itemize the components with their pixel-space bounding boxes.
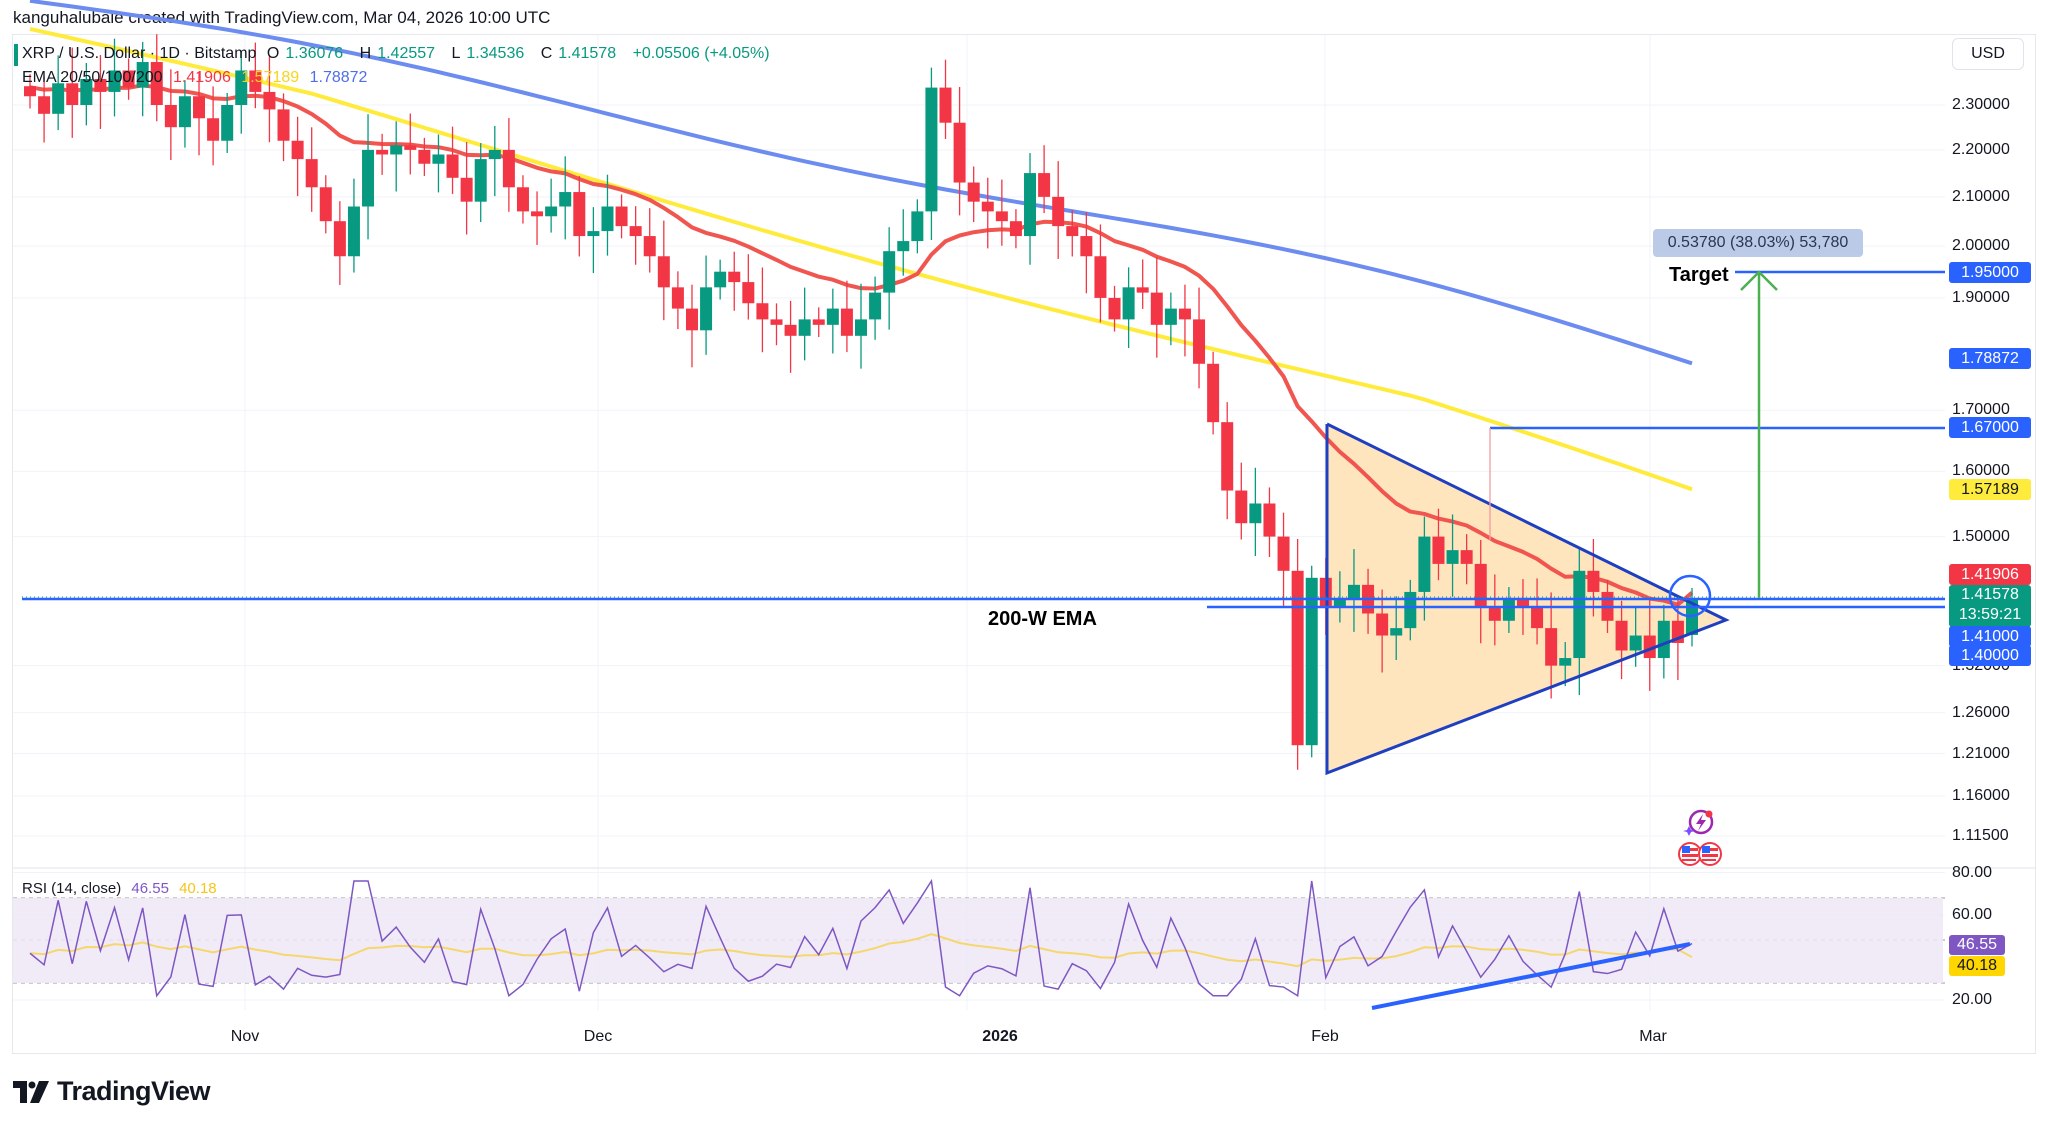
drawings <box>22 270 1945 776</box>
low-value: 1.34536 <box>466 45 525 62</box>
ema-row[interactable]: EMA 20/50/100/200 1.41906 1.57189 1.7887… <box>22 66 776 90</box>
ema200-annotation: 200-W EMA <box>988 608 1097 630</box>
price-tick-label: 1.11500 <box>1952 827 2009 845</box>
ema100-value: 1.78872 <box>309 69 368 86</box>
rsi-tick-label: 60.00 <box>1952 906 1993 923</box>
us-flag-event-icon <box>1678 842 1722 866</box>
price-tag: 1.78872 <box>1949 348 2031 369</box>
currency-button[interactable]: USD <box>1952 38 2024 70</box>
price-tag: 1.57189 <box>1949 479 2031 500</box>
time-tick-label: Dec <box>583 1028 613 1045</box>
price-tick-label: 2.30000 <box>1952 96 2010 113</box>
low-label: L <box>451 45 461 62</box>
rsi-ma-value: 40.18 <box>179 880 217 897</box>
time-tick-label: Feb <box>1311 1028 1339 1045</box>
event-icons[interactable] <box>1672 808 1732 875</box>
tradingview-wordmark: TradingView <box>57 1076 211 1106</box>
target-annotation: Target <box>1669 264 1729 286</box>
ohlc-row[interactable]: XRP / U.S. Dollar · 1D · Bitstamp O 1.360… <box>22 42 776 66</box>
rsi-tick-label: 20.00 <box>1952 991 1993 1008</box>
time-tick-label: Mar <box>1639 1028 1667 1045</box>
open-value: 1.36076 <box>285 45 344 62</box>
attribution-text: kanguhalubale created with TradingView.c… <box>13 8 551 27</box>
chart-legend: XRP / U.S. Dollar · 1D · Bitstamp O 1.360… <box>14 42 776 90</box>
price-tag: 1.67000 <box>1949 417 2031 438</box>
change-value: +0.05506 (+4.05%) <box>632 45 770 62</box>
price-tick-label: 2.10000 <box>1952 187 2010 205</box>
price-tag: 1.95000 <box>1949 262 2031 283</box>
price-tick-label: 1.50000 <box>1952 527 2010 545</box>
price-tick-label: 1.60000 <box>1952 462 2010 480</box>
ema50-value: 1.57189 <box>241 69 300 86</box>
price-tick-label: 1.21000 <box>1952 744 2010 762</box>
time-tick-label: Nov <box>230 1028 260 1045</box>
price-tick-label: 2.00000 <box>1952 237 2010 255</box>
rsi-label: RSI (14, close) <box>22 880 122 897</box>
time-tick-label: 2026 <box>982 1028 1018 1045</box>
price-tag: 1.41000 <box>1949 626 2031 647</box>
price-tag: 1.41906 <box>1949 564 2031 585</box>
price-range-measure[interactable]: 0.53780 (38.03%) 53,780 <box>1653 229 1863 257</box>
lightning-event-icon <box>1683 809 1714 836</box>
rsi-tick-label: 80.00 <box>1952 863 1993 881</box>
symbol-label[interactable]: XRP / U.S. Dollar · 1D · Bitstamp <box>22 45 257 62</box>
ema-label[interactable]: EMA 20/50/100/200 <box>22 69 163 86</box>
rsi-lines <box>29 878 1693 1010</box>
close-value: 1.41578 <box>558 45 617 62</box>
chart-frame[interactable] <box>12 34 2036 1054</box>
price-tick-label: 1.26000 <box>1952 703 2010 721</box>
price-tick-label: 1.16000 <box>1952 787 2010 805</box>
price-tick-label: 1.70000 <box>1952 401 2010 419</box>
price-tick-label: 1.90000 <box>1952 288 2010 306</box>
price-tag: 1.41578 13:59:21 <box>1949 585 2031 627</box>
price-tick-label: 2.20000 <box>1952 140 2010 158</box>
open-label: O <box>266 45 280 62</box>
rsi-value-tag: 46.55 <box>1949 935 2005 955</box>
legend-color-bar <box>14 44 18 66</box>
high-value: 1.42557 <box>377 45 436 62</box>
rsi-ma-tag: 40.18 <box>1949 956 2005 976</box>
tradingview-logo[interactable]: TradingView <box>13 1076 211 1107</box>
high-label: H <box>359 45 372 62</box>
close-label: C <box>540 45 553 62</box>
price-tag: 1.40000 <box>1949 645 2031 666</box>
rsi-legend[interactable]: RSI (14, close) 46.55 40.18 <box>22 880 217 897</box>
rsi-value: 46.55 <box>131 880 169 897</box>
tradingview-logo-icon <box>13 1080 49 1103</box>
ema20-value: 1.41906 <box>173 69 231 86</box>
